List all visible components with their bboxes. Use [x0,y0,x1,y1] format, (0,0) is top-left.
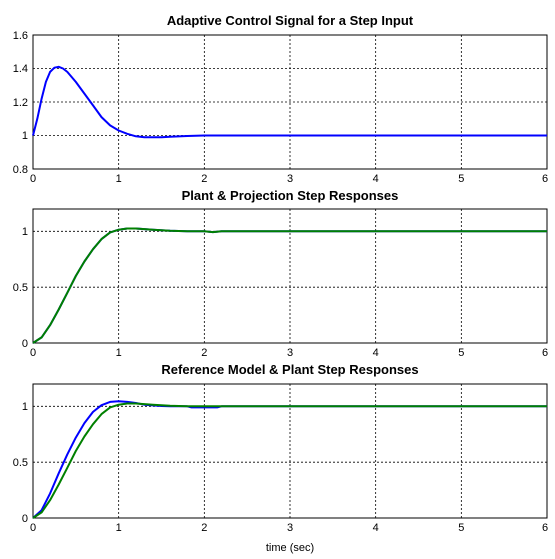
series-line-3-2 [32,402,547,519]
ytick-label: 1.4 [13,63,28,75]
xtick-label: 4 [373,522,379,534]
chart-panel-1: Adaptive Control Signal for a Step Input… [13,13,548,185]
x-axis-label: time (sec) [266,542,314,554]
xtick-label: 2 [201,173,207,185]
chart-title-3: Reference Model & Plant Step Responses [161,362,418,377]
ytick-label: 1 [22,130,28,142]
xtick-label: 0 [30,173,36,185]
series-2 [32,227,547,344]
xtick-label: 3 [287,522,293,534]
xtick-label: 6 [542,173,548,185]
xtick-label: 3 [287,173,293,185]
xtick-label: 1 [116,522,122,534]
xtick-label: 3 [287,347,293,359]
xtick-label: 4 [373,347,379,359]
xtick-label: 5 [458,173,464,185]
ytick-label: 1.2 [13,97,28,109]
series-3 [32,400,547,519]
xtick-label: 2 [201,522,207,534]
xtick-label: 1 [116,173,122,185]
ytick-label: 0.8 [13,164,28,176]
xtick-label: 2 [201,347,207,359]
xtick-label: 0 [30,347,36,359]
series-line-2-2 [32,227,547,344]
chart-title-1: Adaptive Control Signal for a Step Input [167,13,414,28]
series-line-1-1 [32,65,547,139]
ytick-label: 0 [22,338,28,350]
chart-panel-3: Reference Model & Plant Step Responses 0… [13,362,548,554]
xtick-label: 1 [116,347,122,359]
chart-title-2: Plant & Projection Step Responses [182,188,399,203]
ytick-label: 1 [22,226,28,238]
xtick-label: 0 [30,522,36,534]
chart-panel-2: Plant & Projection Step Responses 0 0.5 … [13,188,548,359]
xtick-label: 5 [458,347,464,359]
xtick-label: 6 [542,522,548,534]
ytick-label: 1.6 [13,30,28,42]
ytick-label: 0.5 [13,282,28,294]
series-1 [32,65,547,139]
xtick-label: 5 [458,522,464,534]
ytick-label: 0.5 [13,457,28,469]
xtick-label: 6 [542,347,548,359]
ytick-label: 1 [22,401,28,413]
ytick-label: 0 [22,513,28,525]
xtick-label: 4 [373,173,379,185]
